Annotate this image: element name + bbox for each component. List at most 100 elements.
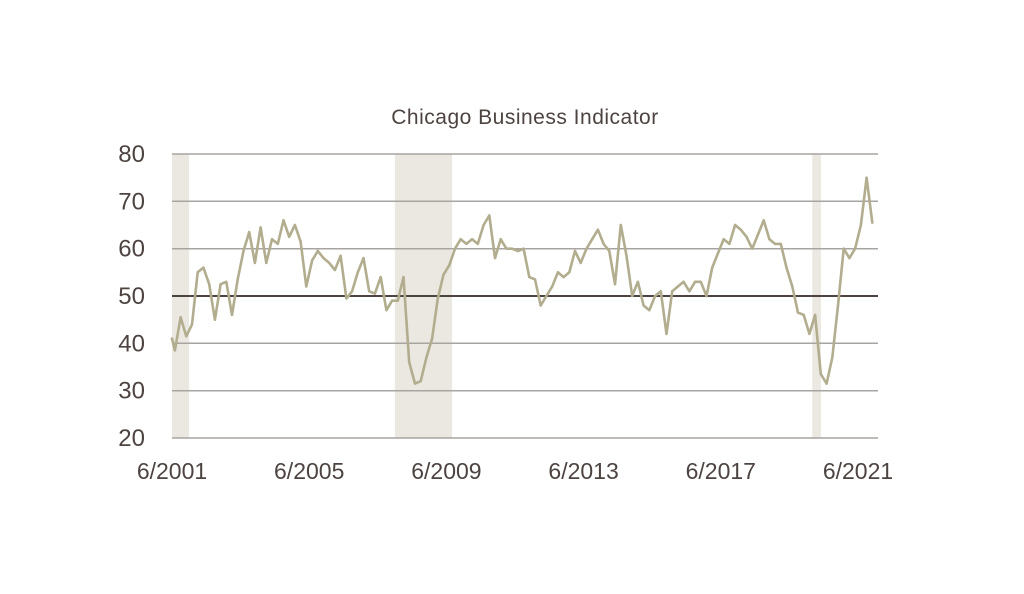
data-point xyxy=(413,382,417,385)
data-point xyxy=(179,316,182,319)
data-point xyxy=(408,361,411,364)
data-point xyxy=(613,283,617,286)
data-point xyxy=(808,332,811,336)
data-point xyxy=(362,256,365,260)
data-point xyxy=(653,294,657,298)
data-point xyxy=(711,266,714,269)
data-point xyxy=(305,285,308,288)
data-point xyxy=(345,297,348,300)
data-point xyxy=(756,233,760,236)
series-layer xyxy=(170,176,874,385)
y-tick-label-60: 60 xyxy=(118,236,145,263)
data-point xyxy=(356,271,359,274)
data-point xyxy=(831,356,834,359)
data-point xyxy=(813,313,817,317)
data-point xyxy=(791,285,794,288)
data-point xyxy=(185,335,188,338)
data-point xyxy=(659,290,662,293)
data-point xyxy=(665,332,668,336)
data-point xyxy=(533,278,537,281)
data-point xyxy=(448,264,451,267)
x-tick-label-6-2005: 6/2005 xyxy=(274,458,344,484)
data-point xyxy=(865,176,868,179)
data-point xyxy=(853,247,857,250)
data-point xyxy=(259,226,262,229)
data-point xyxy=(442,273,445,276)
data-point xyxy=(545,294,548,298)
data-point xyxy=(693,280,697,283)
data-point xyxy=(282,219,285,222)
data-point xyxy=(288,235,291,238)
data-point xyxy=(396,299,399,302)
data-point xyxy=(310,259,314,262)
data-point xyxy=(585,247,588,250)
data-point xyxy=(482,223,485,227)
data-point xyxy=(716,252,720,255)
data-point xyxy=(225,280,228,283)
data-point xyxy=(350,290,354,293)
data-point xyxy=(848,256,851,260)
data-point xyxy=(373,292,377,295)
data-point xyxy=(190,323,194,326)
data-point xyxy=(722,238,725,241)
data-point xyxy=(871,221,874,224)
data-point xyxy=(779,242,782,246)
data-point xyxy=(773,242,777,246)
data-point xyxy=(242,249,245,253)
data-point xyxy=(579,261,582,265)
data-point xyxy=(270,238,274,241)
data-point xyxy=(733,223,737,227)
data-point xyxy=(608,249,611,253)
data-point xyxy=(682,280,685,283)
data-point xyxy=(248,230,251,234)
data-point xyxy=(230,313,234,317)
y-axis: 80 70 60 50 40 30 20 xyxy=(118,141,145,452)
data-point xyxy=(705,294,708,298)
data-point xyxy=(208,283,211,286)
data-point xyxy=(568,271,571,274)
data-point xyxy=(619,223,622,227)
data-point xyxy=(453,247,457,250)
data-point xyxy=(316,249,319,253)
data-point xyxy=(768,238,771,241)
data-point xyxy=(762,219,765,222)
data-point xyxy=(402,275,405,279)
data-point xyxy=(499,238,502,241)
data-point xyxy=(328,261,331,265)
data-point xyxy=(648,309,651,312)
data-point xyxy=(596,228,600,231)
data-point xyxy=(671,290,674,293)
data-point xyxy=(751,247,754,250)
data-point xyxy=(699,280,702,283)
data-point xyxy=(470,238,474,241)
data-point xyxy=(368,290,371,293)
data-point xyxy=(728,242,731,246)
data-point xyxy=(591,238,594,241)
data-point xyxy=(785,266,788,269)
data-point xyxy=(859,223,863,227)
x-tick-label-6-2009: 6/2009 xyxy=(411,458,481,484)
data-point xyxy=(551,285,554,288)
y-tick-label-20: 20 xyxy=(118,425,145,452)
data-point xyxy=(505,247,508,250)
data-point xyxy=(642,304,645,307)
data-point xyxy=(493,256,497,260)
x-tick-label-6-2017: 6/2017 xyxy=(686,458,756,484)
y-tick-label-70: 70 xyxy=(118,188,145,215)
data-point xyxy=(539,304,542,307)
x-tick-label-6-2021: 6/2021 xyxy=(823,458,893,484)
data-point xyxy=(293,223,297,227)
data-point xyxy=(213,318,217,321)
data-point xyxy=(796,311,800,314)
data-point xyxy=(836,304,840,307)
data-point xyxy=(333,268,337,272)
data-point xyxy=(745,235,748,238)
data-point xyxy=(385,309,388,312)
data-point xyxy=(488,214,491,217)
data-point xyxy=(465,242,468,246)
data-point xyxy=(842,247,845,250)
data-point xyxy=(202,266,205,269)
y-tick-label-50: 50 xyxy=(118,283,145,310)
data-point xyxy=(825,382,828,385)
data-point xyxy=(688,290,691,293)
